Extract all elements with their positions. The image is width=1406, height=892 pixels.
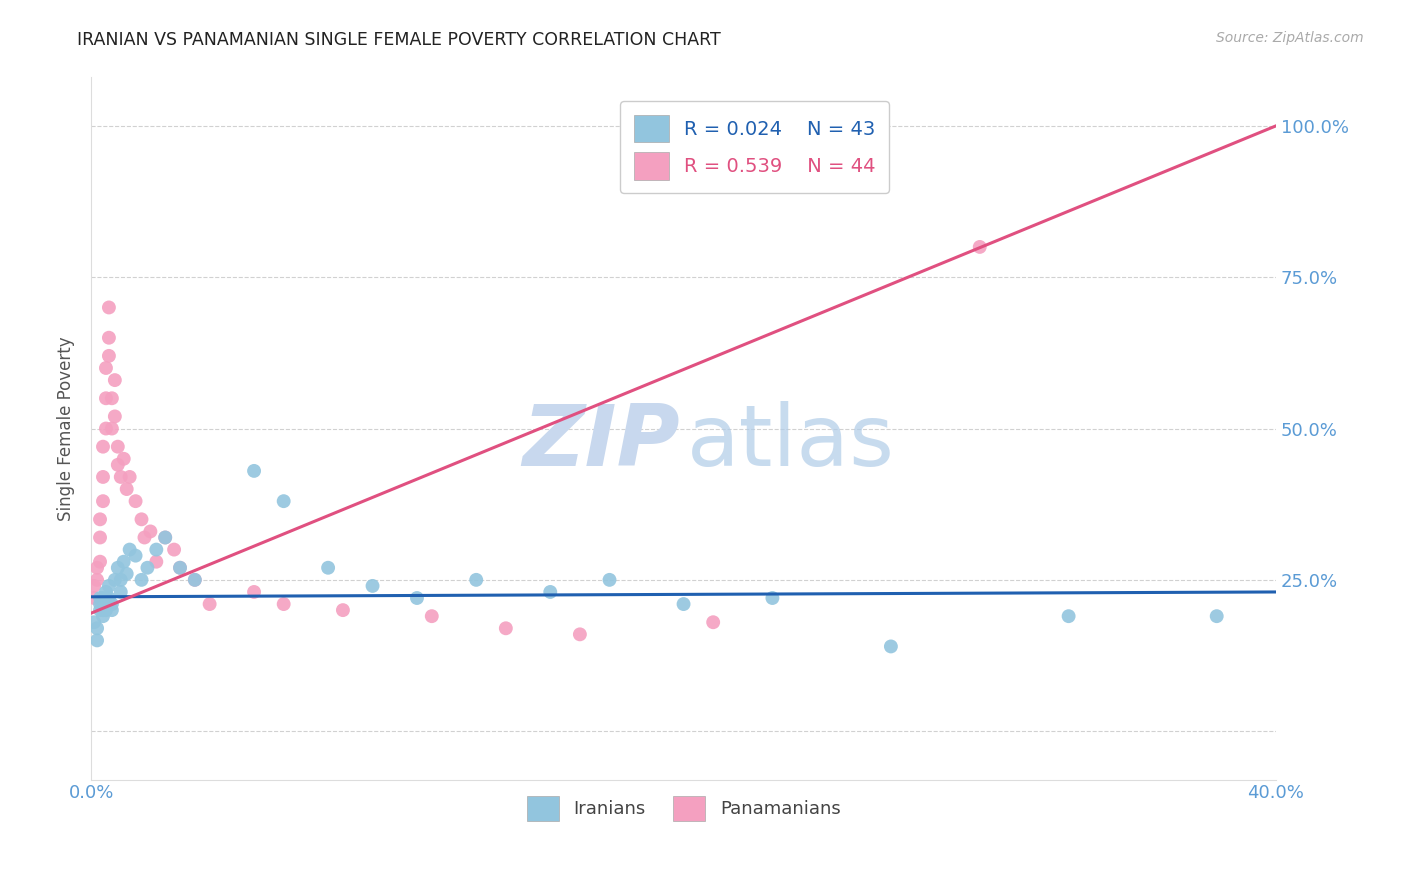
Point: [198, 597, 221, 611]
Point: [880, 640, 903, 654]
Point: [89, 597, 111, 611]
Point: [101, 597, 124, 611]
Point: [169, 560, 191, 574]
Point: [169, 560, 191, 574]
Point: [538, 585, 561, 599]
Text: IRANIAN VS PANAMANIAN SINGLE FEMALE POVERTY CORRELATION CHART: IRANIAN VS PANAMANIAN SINGLE FEMALE POVE…: [77, 31, 721, 49]
Point: [243, 464, 266, 478]
Point: [139, 524, 162, 539]
Point: [91, 494, 114, 508]
Point: [91, 591, 114, 605]
Point: [89, 603, 111, 617]
Point: [568, 627, 591, 641]
Point: [115, 566, 138, 581]
Point: [97, 591, 120, 605]
Point: [243, 585, 266, 599]
Point: [969, 240, 991, 254]
Point: [124, 494, 146, 508]
Point: [131, 573, 153, 587]
Point: [273, 597, 295, 611]
Point: [86, 621, 108, 635]
Point: [131, 512, 153, 526]
Point: [124, 549, 146, 563]
Point: [107, 440, 129, 454]
Point: [104, 573, 127, 587]
Point: [1057, 609, 1080, 624]
Point: [761, 591, 783, 605]
Point: [97, 301, 120, 315]
Point: [406, 591, 429, 605]
Point: [465, 573, 488, 587]
Point: [86, 560, 108, 574]
Point: [86, 633, 108, 648]
Legend: Iranians, Panamanians: Iranians, Panamanians: [515, 783, 853, 834]
Y-axis label: Single Female Poverty: Single Female Poverty: [58, 336, 75, 521]
Point: [184, 573, 207, 587]
Point: [89, 531, 111, 545]
Point: [134, 531, 156, 545]
Point: [110, 585, 132, 599]
Point: [107, 560, 129, 574]
Point: [94, 585, 117, 599]
Point: [110, 573, 132, 587]
Point: [1205, 609, 1227, 624]
Point: [672, 597, 695, 611]
Point: [101, 421, 124, 435]
Point: [89, 591, 111, 605]
Point: [112, 555, 135, 569]
Point: [89, 512, 111, 526]
Point: [118, 470, 141, 484]
Point: [332, 603, 354, 617]
Point: [118, 542, 141, 557]
Point: [86, 573, 108, 587]
Point: [97, 579, 120, 593]
Point: [94, 391, 117, 405]
Point: [136, 560, 159, 574]
Point: [94, 361, 117, 376]
Point: [83, 615, 105, 630]
Point: [83, 579, 105, 593]
Point: [361, 579, 384, 593]
Point: [89, 555, 111, 569]
Point: [153, 531, 176, 545]
Point: [94, 597, 117, 611]
Point: [110, 470, 132, 484]
Point: [91, 470, 114, 484]
Point: [94, 421, 117, 435]
Point: [420, 609, 443, 624]
Point: [599, 573, 621, 587]
Point: [145, 555, 167, 569]
Text: Source: ZipAtlas.com: Source: ZipAtlas.com: [1216, 31, 1364, 45]
Point: [83, 591, 105, 605]
Point: [104, 373, 127, 387]
Point: [97, 331, 120, 345]
Point: [145, 542, 167, 557]
Point: [163, 542, 186, 557]
Point: [91, 440, 114, 454]
Point: [702, 615, 724, 630]
Point: [97, 349, 120, 363]
Text: ZIP: ZIP: [523, 401, 681, 484]
Point: [112, 451, 135, 466]
Point: [153, 531, 176, 545]
Text: atlas: atlas: [688, 401, 896, 484]
Point: [91, 603, 114, 617]
Point: [273, 494, 295, 508]
Point: [495, 621, 517, 635]
Point: [115, 482, 138, 496]
Point: [104, 409, 127, 424]
Point: [94, 603, 117, 617]
Point: [107, 458, 129, 472]
Point: [101, 391, 124, 405]
Point: [91, 609, 114, 624]
Point: [316, 560, 339, 574]
Point: [101, 603, 124, 617]
Point: [184, 573, 207, 587]
